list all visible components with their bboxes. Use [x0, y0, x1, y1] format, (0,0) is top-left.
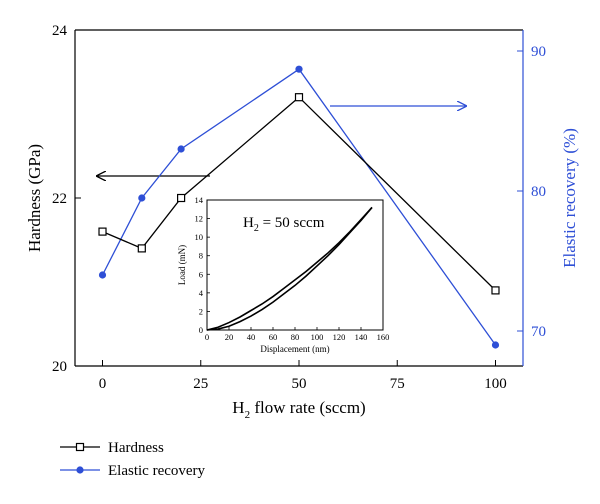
x-tick-label: 100	[484, 376, 507, 392]
inset-plot: 0 20 40 60 80 100 120 140 160 0 2 4 6 8 10 12 14 Displace…	[177, 195, 389, 354]
elastic-recovery-point	[138, 194, 146, 202]
legend-hardness-label: Hardness	[108, 440, 164, 456]
inset-x-tick-label: 140	[355, 332, 368, 342]
hardness-point	[294, 93, 304, 102]
inset-y-tick-label: 2	[199, 306, 203, 316]
x-tick-label: 75	[390, 376, 405, 392]
legend-hardness-marker	[75, 442, 85, 452]
legend-elastic-marker	[76, 466, 84, 474]
y-right-tick-label: 80	[531, 184, 546, 200]
inset-y-tick-label: 14	[195, 195, 204, 205]
hardness-point	[491, 286, 500, 295]
inset-y-tick-label: 10	[195, 232, 204, 242]
y-axis-left-label: Hardness (GPa)	[25, 144, 44, 252]
x-tick-label: 50	[292, 376, 307, 392]
inset-load-curve	[206, 206, 373, 331]
elastic-recovery-point	[98, 271, 107, 279]
x-tick-label: 0	[99, 376, 107, 392]
elastic-recovery-point	[491, 341, 500, 349]
inset-x-tick-label: 160	[377, 332, 390, 342]
inset-load-curve	[206, 206, 373, 331]
y-right-tick-label: 70	[531, 324, 546, 340]
inset-x-tick-label: 40	[247, 332, 256, 342]
inset-y-axis-label: Load (mN)	[177, 245, 187, 285]
legend: Hardness Elastic recovery	[60, 440, 206, 479]
y-left-tick-label: 22	[52, 191, 67, 207]
legend-elastic-label: Elastic recovery	[108, 463, 206, 479]
inset-x-tick-label: 60	[269, 332, 278, 342]
inset-x-tick-label: 80	[291, 332, 300, 342]
inset-y-tick-label: 6	[199, 269, 203, 279]
inset-x-axis-label: Displacement (nm)	[260, 344, 329, 354]
inset-y-tick-label: 0	[199, 325, 203, 335]
y-right-tick-label: 90	[531, 44, 546, 60]
hardness-point	[98, 227, 107, 236]
y-left-tick-label: 20	[52, 359, 67, 375]
inset-y-tick-label: 8	[199, 251, 203, 261]
y-left-tick-label: 24	[52, 23, 68, 39]
inset-y-tick-label: 4	[199, 288, 204, 298]
inset-y-tick-label: 12	[195, 214, 204, 224]
hardness-point	[137, 244, 146, 253]
inset-x-tick-label: 20	[225, 332, 234, 342]
inset-condition-label: H2 = 50 sccm	[243, 215, 325, 234]
inset-x-tick-label: 100	[311, 332, 324, 342]
inset-frame	[206, 199, 384, 331]
hardness-point	[177, 193, 186, 203]
inset-x-tick-label: 0	[205, 332, 209, 342]
x-tick-label: 25	[193, 376, 208, 392]
x-axis-label: H2 flow rate (sccm)	[232, 398, 365, 421]
elastic-recovery-point	[295, 65, 303, 73]
inset-x-tick-label: 120	[333, 332, 346, 342]
y-axis-right-label: Elastic recovery (%)	[560, 128, 579, 268]
elastic-recovery-point	[177, 145, 185, 153]
